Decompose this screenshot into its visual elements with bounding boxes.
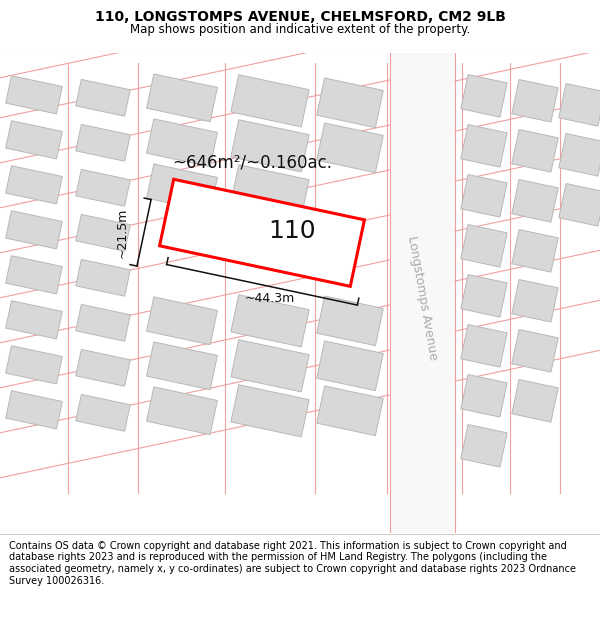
Bar xyxy=(512,379,558,422)
Bar xyxy=(390,52,455,532)
Bar xyxy=(461,74,507,117)
Bar xyxy=(317,386,383,436)
Bar xyxy=(231,385,309,437)
Bar xyxy=(461,174,507,217)
Bar xyxy=(76,124,130,161)
Bar xyxy=(160,179,364,286)
Text: Map shows position and indicative extent of the property.: Map shows position and indicative extent… xyxy=(130,23,470,36)
Bar xyxy=(146,119,217,167)
Bar xyxy=(212,199,292,267)
Bar xyxy=(5,121,62,159)
Bar xyxy=(512,229,558,272)
Bar xyxy=(231,295,309,347)
Bar xyxy=(512,329,558,372)
Bar xyxy=(5,76,62,114)
Bar xyxy=(5,211,62,249)
Bar xyxy=(146,297,217,344)
Bar xyxy=(5,391,62,429)
Bar xyxy=(231,120,309,172)
Bar xyxy=(76,259,130,296)
Bar xyxy=(512,79,558,122)
Bar xyxy=(146,74,217,122)
Bar xyxy=(5,256,62,294)
Bar xyxy=(76,394,130,431)
Bar xyxy=(231,340,309,392)
Bar xyxy=(559,184,600,226)
Bar xyxy=(461,324,507,367)
Bar xyxy=(461,374,507,417)
Bar xyxy=(76,304,130,341)
Text: 110, LONGSTOMPS AVENUE, CHELMSFORD, CM2 9LB: 110, LONGSTOMPS AVENUE, CHELMSFORD, CM2 … xyxy=(95,10,505,24)
Text: ~21.5m: ~21.5m xyxy=(115,208,128,258)
Bar xyxy=(76,169,130,206)
Bar xyxy=(317,341,383,391)
Text: ~646m²/~0.160ac.: ~646m²/~0.160ac. xyxy=(172,154,332,172)
Text: ~44.3m: ~44.3m xyxy=(245,292,295,305)
Bar xyxy=(5,346,62,384)
Bar xyxy=(559,84,600,126)
Bar xyxy=(512,279,558,322)
Bar xyxy=(559,134,600,176)
Text: 110: 110 xyxy=(268,219,316,243)
Bar xyxy=(512,179,558,222)
Bar xyxy=(146,387,217,434)
Bar xyxy=(5,301,62,339)
Bar xyxy=(317,296,383,346)
Bar xyxy=(317,78,383,128)
Bar xyxy=(461,274,507,317)
Bar xyxy=(512,129,558,172)
Bar xyxy=(146,342,217,389)
Bar xyxy=(461,224,507,267)
Text: Contains OS data © Crown copyright and database right 2021. This information is : Contains OS data © Crown copyright and d… xyxy=(9,541,576,586)
Bar xyxy=(76,349,130,386)
Text: Longstomps Avenue: Longstomps Avenue xyxy=(404,234,439,361)
Bar xyxy=(146,164,217,212)
Bar xyxy=(76,79,130,116)
Bar xyxy=(317,123,383,172)
Bar xyxy=(461,124,507,167)
Bar xyxy=(76,214,130,251)
Bar xyxy=(5,166,62,204)
Bar xyxy=(231,165,309,217)
Bar xyxy=(231,75,309,127)
Bar xyxy=(461,424,507,467)
